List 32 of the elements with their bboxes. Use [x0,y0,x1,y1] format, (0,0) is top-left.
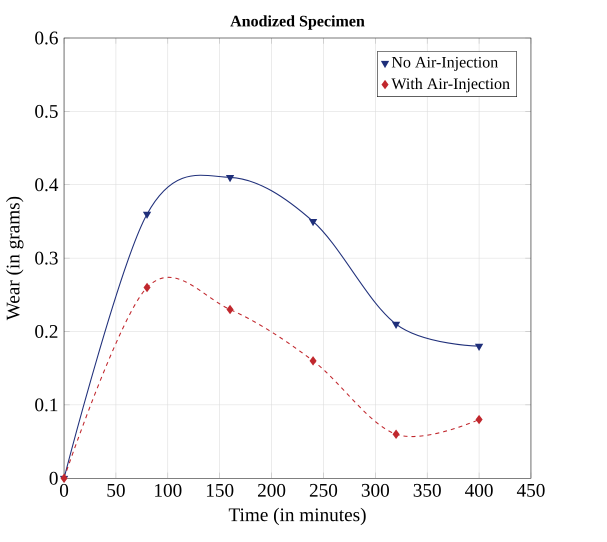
legend-label: With Air-Injection [391,78,510,92]
y-tick-label: 0.1 [35,398,58,412]
y-tick-label: 0 [50,472,58,485]
y-tick-label: 0.3 [35,251,58,265]
point [144,282,151,292]
chart-title: Anodized Specimen [230,15,365,30]
point [392,430,400,439]
point [309,218,318,226]
point [475,344,484,351]
legend-label: No Air-Injection [392,56,498,71]
x-tick-label: 350 [414,484,441,497]
point [226,174,234,182]
x-axis-title: Time (in minutes) [228,508,366,526]
x-tick-label: 300 [362,484,389,497]
point [392,322,400,329]
y-tick-label: 0.4 [35,178,58,192]
x-tick-label: 200 [258,484,286,497]
x-tick-label: 150 [206,484,234,497]
x-tick-label: 0 [60,484,68,497]
y-tick-label: 0.2 [35,324,58,338]
y-axis-title: Wear (in grams) [6,196,24,320]
x-tick-label: 50 [107,484,125,497]
x-tick-label: 450 [516,484,545,497]
x-tick-label: 100 [155,484,182,497]
x-tick-label: 400 [465,484,493,497]
x-tick-label: 250 [310,484,338,497]
point [476,414,483,424]
y-tick-label: 0.5 [35,104,58,118]
y-tick-label: 0.6 [35,31,58,44]
point [310,356,317,366]
point [143,212,152,219]
point [226,304,234,314]
